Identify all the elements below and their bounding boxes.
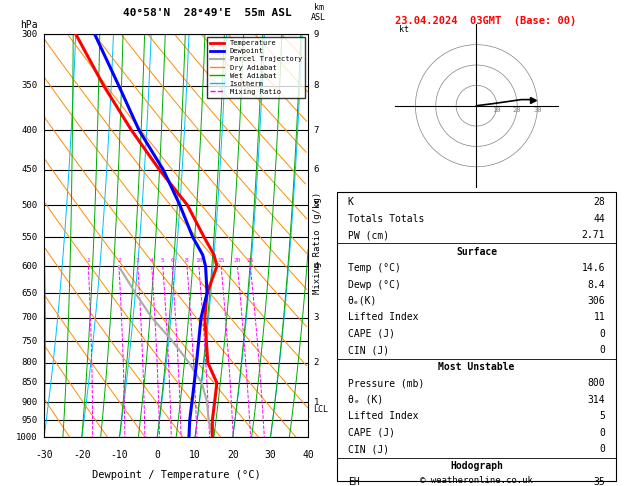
Text: 750: 750 bbox=[21, 336, 38, 346]
Text: 950: 950 bbox=[21, 416, 38, 425]
Text: PW (cm): PW (cm) bbox=[348, 230, 389, 240]
Text: 14.6: 14.6 bbox=[582, 263, 605, 273]
Text: 5: 5 bbox=[599, 411, 605, 421]
Text: 3: 3 bbox=[313, 313, 319, 322]
Text: Hodograph: Hodograph bbox=[450, 461, 503, 471]
Text: 8: 8 bbox=[185, 258, 189, 263]
Text: -30: -30 bbox=[35, 450, 53, 459]
Text: θₑ(K): θₑ(K) bbox=[348, 296, 377, 306]
Text: Totals Totals: Totals Totals bbox=[348, 213, 424, 224]
Text: Pressure (mb): Pressure (mb) bbox=[348, 379, 424, 388]
Text: 2: 2 bbox=[117, 258, 121, 263]
Text: 4: 4 bbox=[150, 258, 153, 263]
Text: 30: 30 bbox=[533, 107, 542, 113]
Text: kt: kt bbox=[399, 25, 409, 35]
Text: 2.71: 2.71 bbox=[582, 230, 605, 240]
Text: 9: 9 bbox=[313, 30, 319, 38]
Text: CIN (J): CIN (J) bbox=[348, 444, 389, 454]
FancyBboxPatch shape bbox=[337, 192, 616, 481]
Text: 0: 0 bbox=[599, 444, 605, 454]
Text: 0: 0 bbox=[599, 428, 605, 438]
Text: CAPE (J): CAPE (J) bbox=[348, 329, 395, 339]
Text: 20: 20 bbox=[234, 258, 241, 263]
Text: -10: -10 bbox=[111, 450, 128, 459]
Text: 450: 450 bbox=[21, 165, 38, 174]
Text: 900: 900 bbox=[21, 398, 38, 407]
Text: 314: 314 bbox=[587, 395, 605, 405]
Text: 28: 28 bbox=[594, 197, 605, 207]
Text: 550: 550 bbox=[21, 233, 38, 242]
Text: 25: 25 bbox=[247, 258, 254, 263]
Text: hPa: hPa bbox=[19, 20, 38, 30]
Text: Mixing Ratio (g/kg): Mixing Ratio (g/kg) bbox=[313, 192, 322, 294]
Text: 0: 0 bbox=[154, 450, 160, 459]
Text: 10: 10 bbox=[189, 450, 201, 459]
Text: 10: 10 bbox=[195, 258, 203, 263]
Text: CIN (J): CIN (J) bbox=[348, 346, 389, 355]
Text: 23.04.2024  03GMT  (Base: 00): 23.04.2024 03GMT (Base: 00) bbox=[395, 16, 576, 26]
Text: 10: 10 bbox=[493, 107, 501, 113]
Text: θₑ (K): θₑ (K) bbox=[348, 395, 383, 405]
Text: 500: 500 bbox=[21, 201, 38, 209]
Text: 800: 800 bbox=[21, 358, 38, 367]
Text: 3: 3 bbox=[136, 258, 140, 263]
Text: 1: 1 bbox=[313, 398, 319, 407]
Text: 5: 5 bbox=[161, 258, 165, 263]
Text: 40: 40 bbox=[303, 450, 314, 459]
Text: Lifted Index: Lifted Index bbox=[348, 312, 418, 323]
Text: LCL: LCL bbox=[313, 405, 328, 414]
Text: 306: 306 bbox=[587, 296, 605, 306]
Text: 15: 15 bbox=[218, 258, 225, 263]
Text: 11: 11 bbox=[594, 312, 605, 323]
Text: 400: 400 bbox=[21, 126, 38, 135]
Text: CAPE (J): CAPE (J) bbox=[348, 428, 395, 438]
Text: 600: 600 bbox=[21, 262, 38, 271]
Text: 20: 20 bbox=[513, 107, 521, 113]
Text: 6: 6 bbox=[170, 258, 174, 263]
Text: © weatheronline.co.uk: © weatheronline.co.uk bbox=[420, 475, 533, 485]
Text: Dewpoint / Temperature (°C): Dewpoint / Temperature (°C) bbox=[92, 469, 260, 480]
Text: Surface: Surface bbox=[456, 246, 497, 257]
Text: 800: 800 bbox=[587, 379, 605, 388]
Text: Dewp (°C): Dewp (°C) bbox=[348, 279, 401, 290]
Text: EH: EH bbox=[348, 477, 359, 486]
Text: -20: -20 bbox=[73, 450, 91, 459]
Text: K: K bbox=[348, 197, 353, 207]
Text: km
ASL: km ASL bbox=[311, 2, 326, 22]
Text: 40°58'N  28°49'E  55m ASL: 40°58'N 28°49'E 55m ASL bbox=[123, 8, 292, 18]
Legend: Temperature, Dewpoint, Parcel Trajectory, Dry Adiabat, Wet Adiabat, Isotherm, Mi: Temperature, Dewpoint, Parcel Trajectory… bbox=[208, 37, 304, 98]
Text: 4: 4 bbox=[313, 262, 319, 271]
Text: 0: 0 bbox=[599, 329, 605, 339]
Text: 8: 8 bbox=[313, 81, 319, 90]
Text: 1000: 1000 bbox=[16, 433, 38, 442]
Text: Most Unstable: Most Unstable bbox=[438, 362, 515, 372]
Text: 6: 6 bbox=[313, 165, 319, 174]
Text: 7: 7 bbox=[313, 126, 319, 135]
Text: 44: 44 bbox=[594, 213, 605, 224]
Text: 850: 850 bbox=[21, 379, 38, 387]
Text: 5: 5 bbox=[313, 201, 319, 209]
Text: 30: 30 bbox=[265, 450, 276, 459]
Text: 1: 1 bbox=[86, 258, 90, 263]
Text: Temp (°C): Temp (°C) bbox=[348, 263, 401, 273]
Text: 2: 2 bbox=[313, 358, 319, 367]
Text: Lifted Index: Lifted Index bbox=[348, 411, 418, 421]
Text: 0: 0 bbox=[599, 346, 605, 355]
Text: 35: 35 bbox=[594, 477, 605, 486]
Text: 20: 20 bbox=[227, 450, 238, 459]
Text: 300: 300 bbox=[21, 30, 38, 38]
Text: 700: 700 bbox=[21, 313, 38, 322]
Text: 350: 350 bbox=[21, 81, 38, 90]
Text: 650: 650 bbox=[21, 289, 38, 297]
Text: 8.4: 8.4 bbox=[587, 279, 605, 290]
